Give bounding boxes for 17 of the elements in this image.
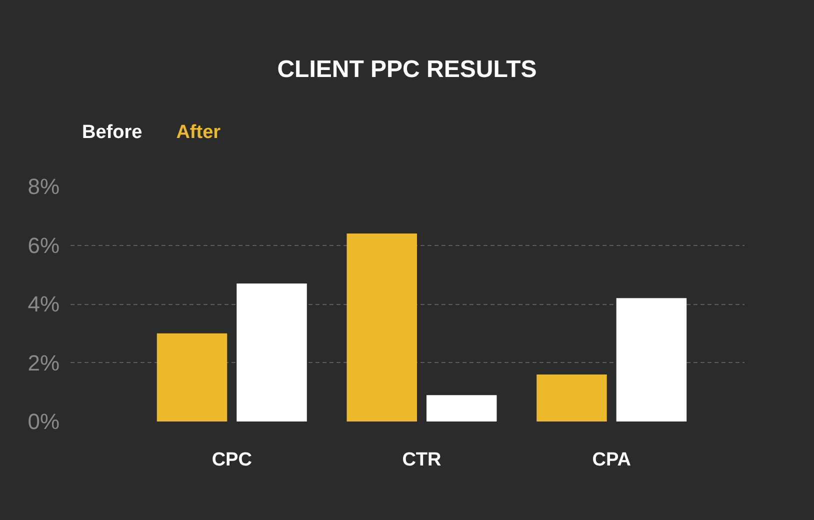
x-tick-label: CPC — [212, 450, 252, 470]
text: Before — [82, 122, 142, 143]
chart-title: CLIENT PPC RESULTS — [277, 55, 537, 85]
y-tick-label: 8% — [28, 174, 60, 199]
bar — [536, 374, 607, 422]
y-tick-label: 2% — [28, 350, 60, 376]
y-tick-label: 4% — [28, 292, 60, 316]
bar — [346, 234, 417, 422]
bar — [616, 298, 687, 422]
y-tick-label: 6% — [28, 232, 60, 258]
x-tick-label: CTR — [402, 450, 442, 470]
text: After — [176, 122, 221, 143]
bar — [156, 333, 228, 422]
bar — [426, 395, 497, 422]
y-tick-label: 0% — [28, 409, 60, 434]
x-tick-label: CPA — [592, 450, 632, 470]
bar — [236, 283, 307, 422]
